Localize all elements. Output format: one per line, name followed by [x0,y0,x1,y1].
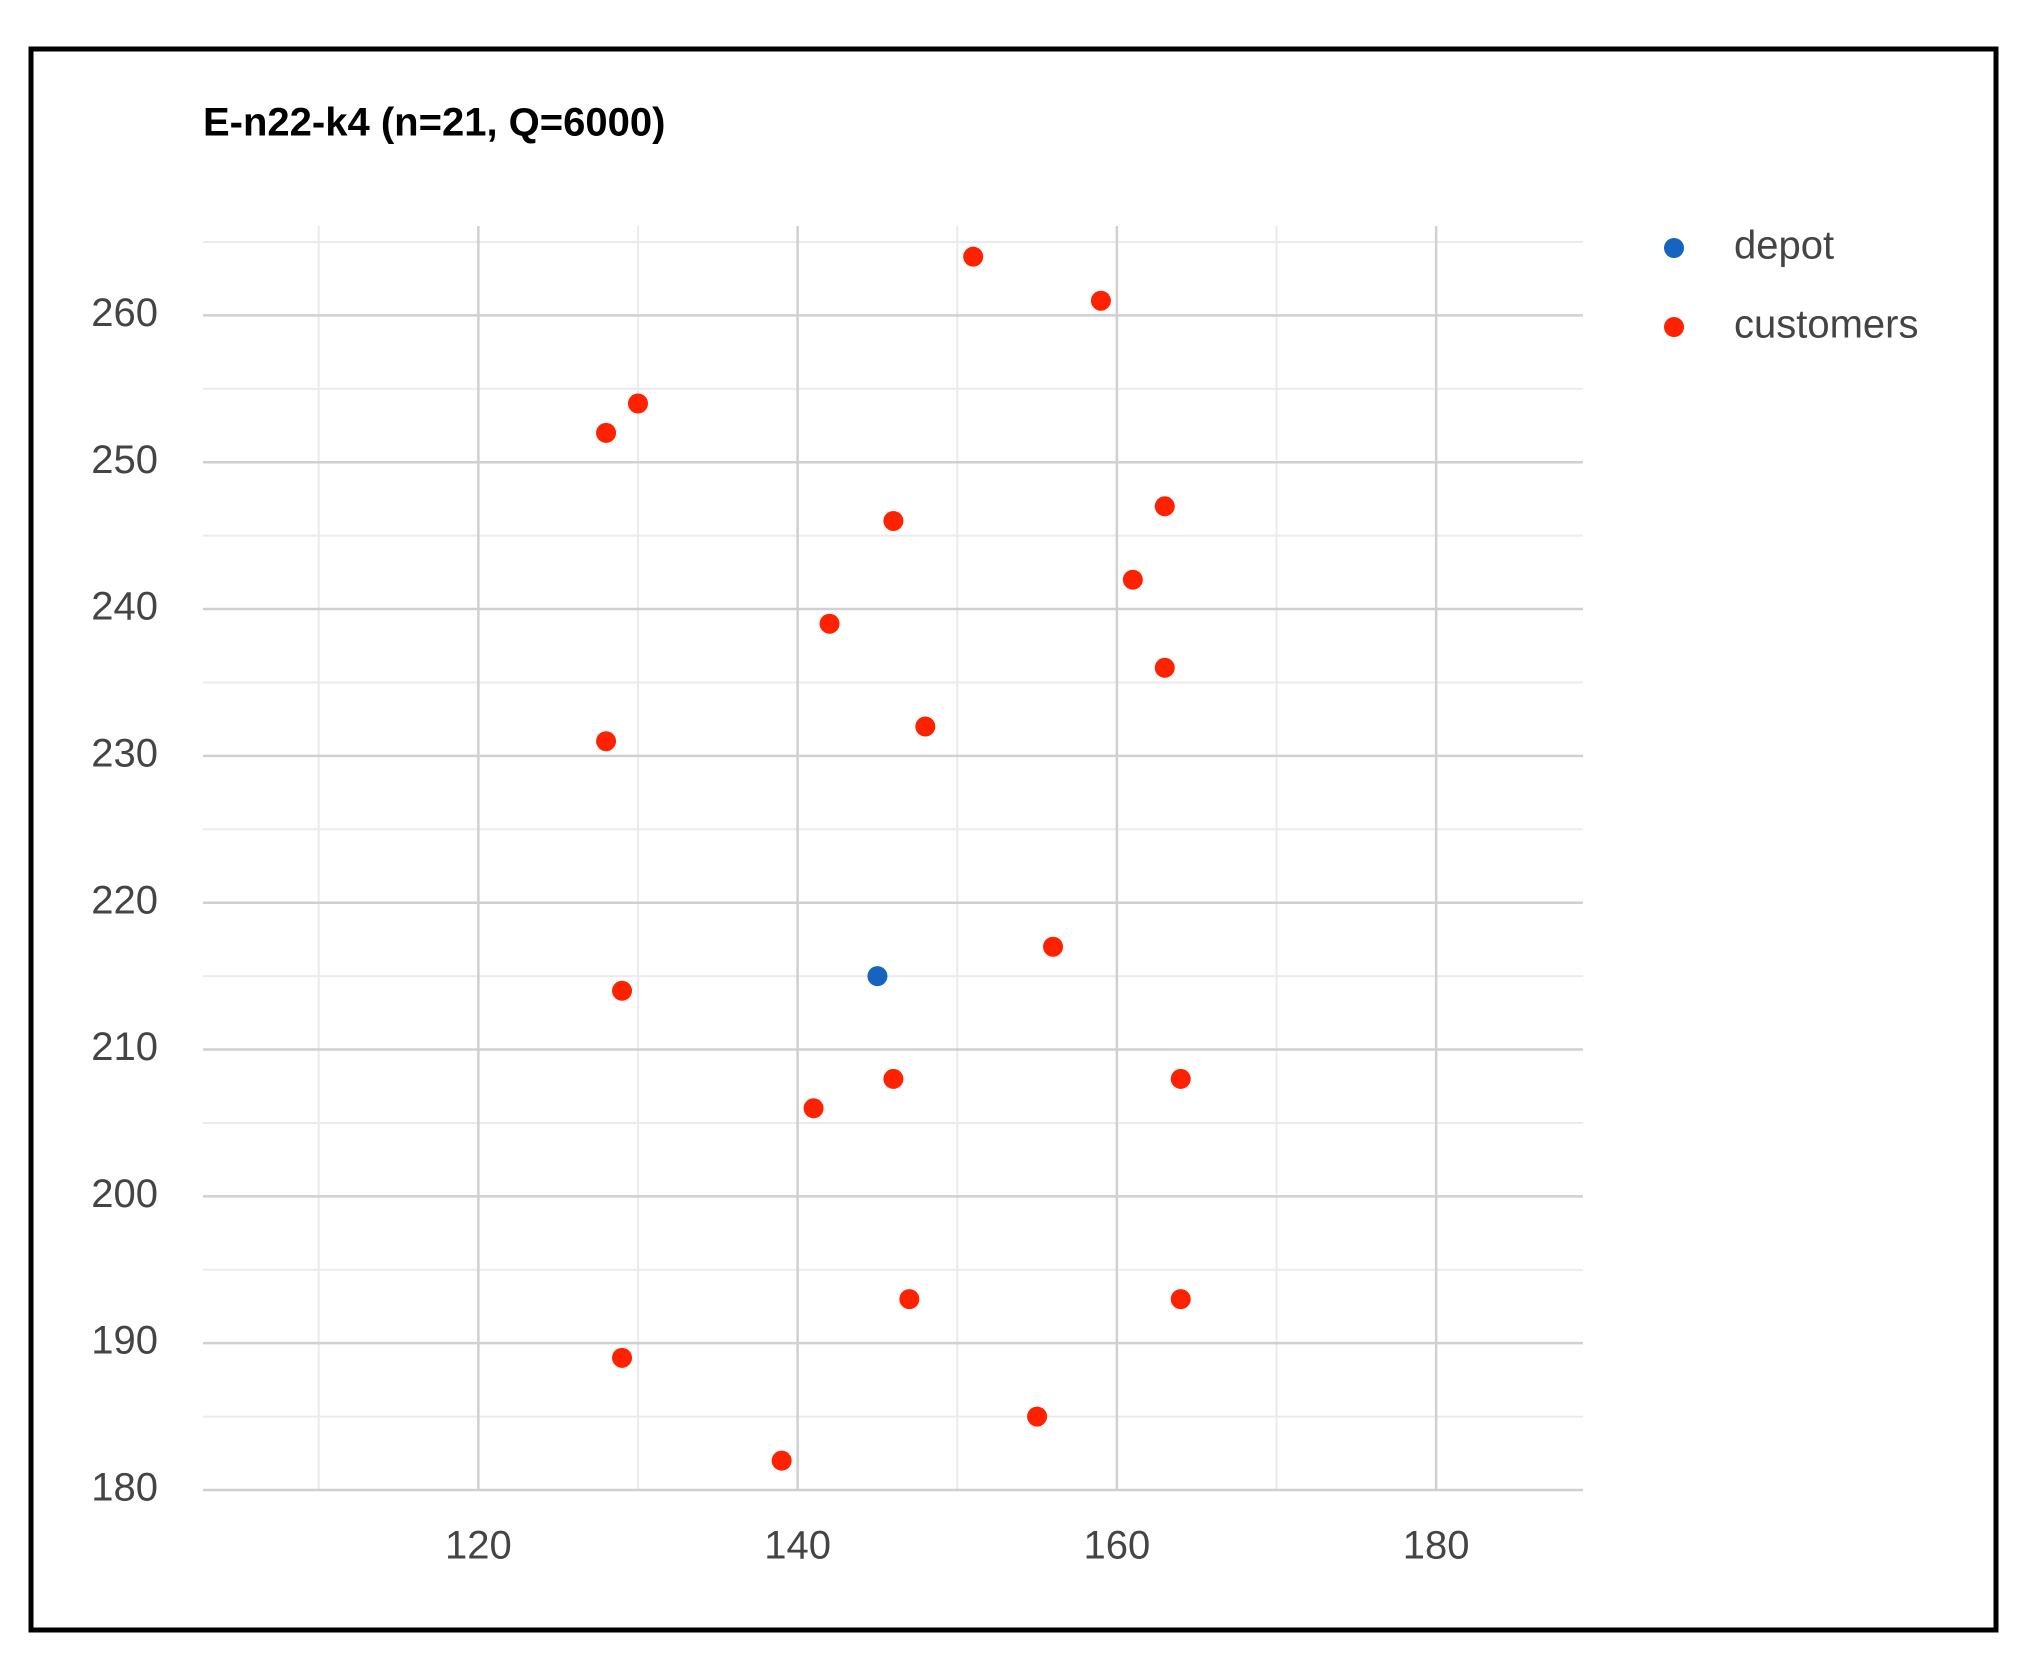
y-tick-label: 250 [91,438,158,482]
y-tick-label: 260 [91,291,158,335]
point [899,1289,920,1310]
point [627,393,648,414]
legend-label: customers [1734,303,1919,347]
point [1170,1068,1191,1089]
point [1090,290,1111,311]
point [1027,1406,1048,1427]
point [867,966,888,987]
y-tick-label: 230 [91,731,158,775]
legend-marker [1664,238,1684,258]
point [612,980,633,1001]
y-tick-label: 220 [91,878,158,922]
y-tick-label: 190 [91,1319,158,1363]
point [883,510,904,531]
y-tick-label: 240 [91,585,158,629]
frame [28,46,1999,1633]
x-tick-label: 180 [1403,1524,1470,1568]
point [612,1347,633,1368]
point [803,1098,824,1119]
legend-marker [1664,317,1684,337]
chart-title: E-n22-k4 (n=21, Q=6000) [203,101,665,145]
point [915,716,936,737]
point [1122,569,1143,590]
x-tick-label: 120 [445,1524,512,1568]
point [596,731,617,752]
y-tick-label: 200 [91,1172,158,1216]
x-tick-label: 140 [764,1524,831,1568]
point [883,1068,904,1089]
point [963,246,984,267]
y-tick-label: 180 [91,1466,158,1510]
point [819,613,840,634]
point [1154,496,1175,517]
x-tick-label: 160 [1084,1524,1151,1568]
y-tick-label: 210 [91,1025,158,1069]
point [1170,1289,1191,1310]
point [1043,936,1064,957]
legend-label: depot [1734,224,1834,268]
point [1154,657,1175,678]
point [771,1450,792,1471]
point [596,422,617,443]
